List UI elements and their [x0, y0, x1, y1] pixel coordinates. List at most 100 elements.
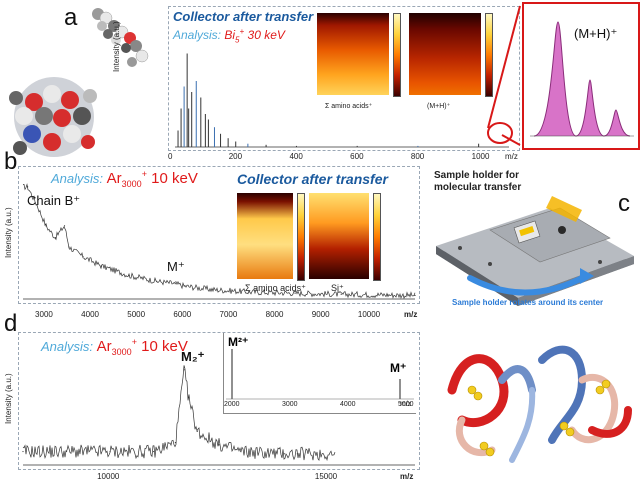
spectrum-point [174, 283, 176, 285]
protein-ribbon-image [447, 345, 632, 463]
panel-b-xtick: 7000 [219, 310, 238, 319]
inset-xtick: 3000 [282, 401, 298, 408]
spectrum-point [100, 265, 102, 267]
sample-holder-drawing [436, 196, 634, 306]
panel-b-xtick: 6000 [173, 310, 192, 319]
inset-xlabel: m/z [400, 401, 412, 408]
panel-b-ylabel: Intensity (a.u.) [4, 207, 13, 258]
spectrum-point [294, 292, 296, 294]
panel-d-spectrum: Analysis: Ar3000+ 10 keV M₂⁺ M²⁺ M⁺ 2000… [18, 332, 420, 470]
inset-xtick: 4000 [340, 401, 356, 408]
panel-d-letter: d [4, 310, 18, 337]
panel-a-xtick: 800 [410, 152, 425, 161]
spectrum-point [68, 246, 70, 248]
inset-colorbar-2 [485, 13, 493, 97]
inset-colorbar-1 [393, 13, 401, 97]
panel-a-plot [175, 53, 509, 148]
panel-d-xlabel: m/z [400, 472, 414, 481]
panel-b-plot [22, 183, 416, 300]
panel-a-xtick: 0 [168, 152, 173, 161]
molecule-small-image [92, 8, 149, 67]
panel-a-xtick: 1000 [471, 152, 490, 161]
inset-heatmap-mh [409, 13, 481, 95]
spectrum-point [128, 274, 130, 276]
spectrum-point [183, 369, 185, 371]
spectrum-point [183, 285, 186, 287]
spectrum-trace [22, 183, 416, 300]
panel-d-xtick: 10000 [97, 472, 120, 481]
peak-label-m2: M₂⁺ [181, 349, 205, 364]
spectrum-point [54, 237, 56, 239]
inset-colorbar-b1 [297, 193, 305, 281]
panel-d-analysis: Analysis: Ar3000+ 10 keV [41, 337, 188, 357]
analysis-ion: Bi5+ 30 keV [224, 27, 285, 45]
inset-label-amino-acids: Σ amino acids⁺ [325, 103, 373, 110]
panel-a-xtick: 200 [228, 152, 243, 161]
spectrum-trace [22, 365, 336, 462]
panel-a-xlabel: m/z [505, 152, 518, 161]
spectrum-point [211, 288, 213, 291]
panel-b-xtick: 8000 [265, 310, 284, 319]
zoom-box: (M+H)⁺ [522, 2, 640, 150]
rotate-label: Sample holder rotates around its center [452, 298, 604, 307]
spectrum-point [283, 453, 285, 455]
panel-a-ylabel: Intensity (a.u.) [112, 21, 121, 72]
sample-holder-label: Sample holder for molecular transfer [434, 170, 522, 193]
panel-d-plot [22, 365, 415, 466]
panel-a-xtick: 400 [289, 152, 303, 161]
inset-colorbar-b2 [373, 193, 381, 281]
spectrum-point [248, 291, 250, 293]
spectrum-point [109, 450, 111, 453]
panel-a-letter: a [64, 4, 78, 31]
spectrum-point [174, 442, 177, 444]
inset-peak-mplus: M⁺ [390, 361, 407, 375]
spectrum-point [82, 255, 84, 258]
spectrum-point [22, 450, 24, 453]
panel-b-xtick: 4000 [81, 310, 99, 319]
peak-label-chain-b: Chain B⁺ [27, 193, 81, 208]
panel-a-spectrum: Collector after transfer Analysis: Bi5+ … [168, 6, 520, 151]
panel-b-spectrum: Analysis: Ar3000+ 10 keV Collector after… [18, 166, 420, 304]
zoom-peaks [530, 21, 634, 137]
inset-xtick: 2000 [224, 401, 240, 408]
zoom-connector [487, 5, 521, 146]
inset-peaks [226, 349, 414, 400]
spectrum-point [414, 294, 416, 297]
spectrum-point [296, 453, 298, 455]
inset-xtick: 5000 [398, 401, 414, 408]
inset-heatmap-b-amino-acids [237, 193, 293, 279]
inset-label-b-si: Si⁺ [331, 283, 344, 293]
molecule-large-image [9, 77, 97, 157]
panel-b-title: Collector after transfer [237, 171, 388, 187]
inset-peak-m2plus: M²⁺ [228, 335, 249, 349]
panel-b-xtick: 5000 [127, 310, 146, 319]
spectrum-point [156, 280, 158, 282]
inset-label-mh: (M+H)⁺ [427, 103, 451, 110]
spectrum-point [45, 225, 47, 227]
peak-label-m: M⁺ [167, 259, 185, 274]
panel-c-image: Sample holder for molecular transfer Sam… [430, 166, 636, 316]
spectrum-point [187, 397, 190, 399]
inset-label-b-amino-acids: Σ amino acids⁺ [245, 283, 306, 293]
panel-b-xtick: 10000 [357, 310, 381, 319]
panel-b-letter: b [4, 148, 18, 175]
spectrum-point [65, 450, 68, 453]
spectrum-point [63, 225, 66, 227]
spectrum-point [218, 444, 220, 446]
spectrum-point [36, 204, 38, 206]
panel-d-xtick: 15000 [314, 472, 338, 481]
panel-b-analysis: Analysis: Ar3000+ 10 keV [51, 169, 198, 189]
spectrum-point [386, 294, 388, 296]
panel-b-xtick: 9000 [311, 310, 330, 319]
panel-a-analysis: Analysis: Bi5+ 30 keV [173, 27, 285, 44]
panel-a-title: Collector after transfer [173, 9, 314, 24]
spectrum-point [240, 450, 242, 453]
panel-b-xlabel: m/z [404, 310, 418, 319]
panel-d-ylabel: Intensity (a.u.) [4, 373, 13, 424]
zoom-label: (M+H)⁺ [574, 26, 618, 41]
spectrum-point [153, 450, 155, 453]
spectrum-point [340, 293, 342, 295]
panel-d-inset: M²⁺ M⁺ 2000 3000 4000 5000 m/z [223, 333, 416, 414]
panel-b-xtick: 3000 [35, 310, 53, 319]
inset-heatmap-b-si [309, 193, 369, 279]
